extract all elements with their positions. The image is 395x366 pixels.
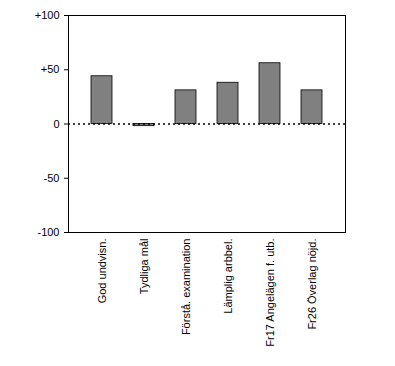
svg-text:+50: +50 xyxy=(41,63,60,75)
svg-text:Tydliga mål: Tydliga mål xyxy=(138,239,150,295)
svg-text:-100: -100 xyxy=(37,226,59,238)
svg-text:0: 0 xyxy=(53,118,59,130)
svg-text:Förstå. examination: Förstå. examination xyxy=(180,239,192,336)
svg-text:-50: -50 xyxy=(44,172,60,184)
svg-text:Fr17 Angelägen f. utb.: Fr17 Angelägen f. utb. xyxy=(264,239,276,347)
svg-text:+100: +100 xyxy=(35,9,60,21)
svg-text:God undvisn.: God undvisn. xyxy=(96,239,108,304)
svg-text:Fr26 Överlag nöjd.: Fr26 Överlag nöjd. xyxy=(306,239,318,330)
svg-text:Lämplig arbbel.: Lämplig arbbel. xyxy=(222,239,234,314)
